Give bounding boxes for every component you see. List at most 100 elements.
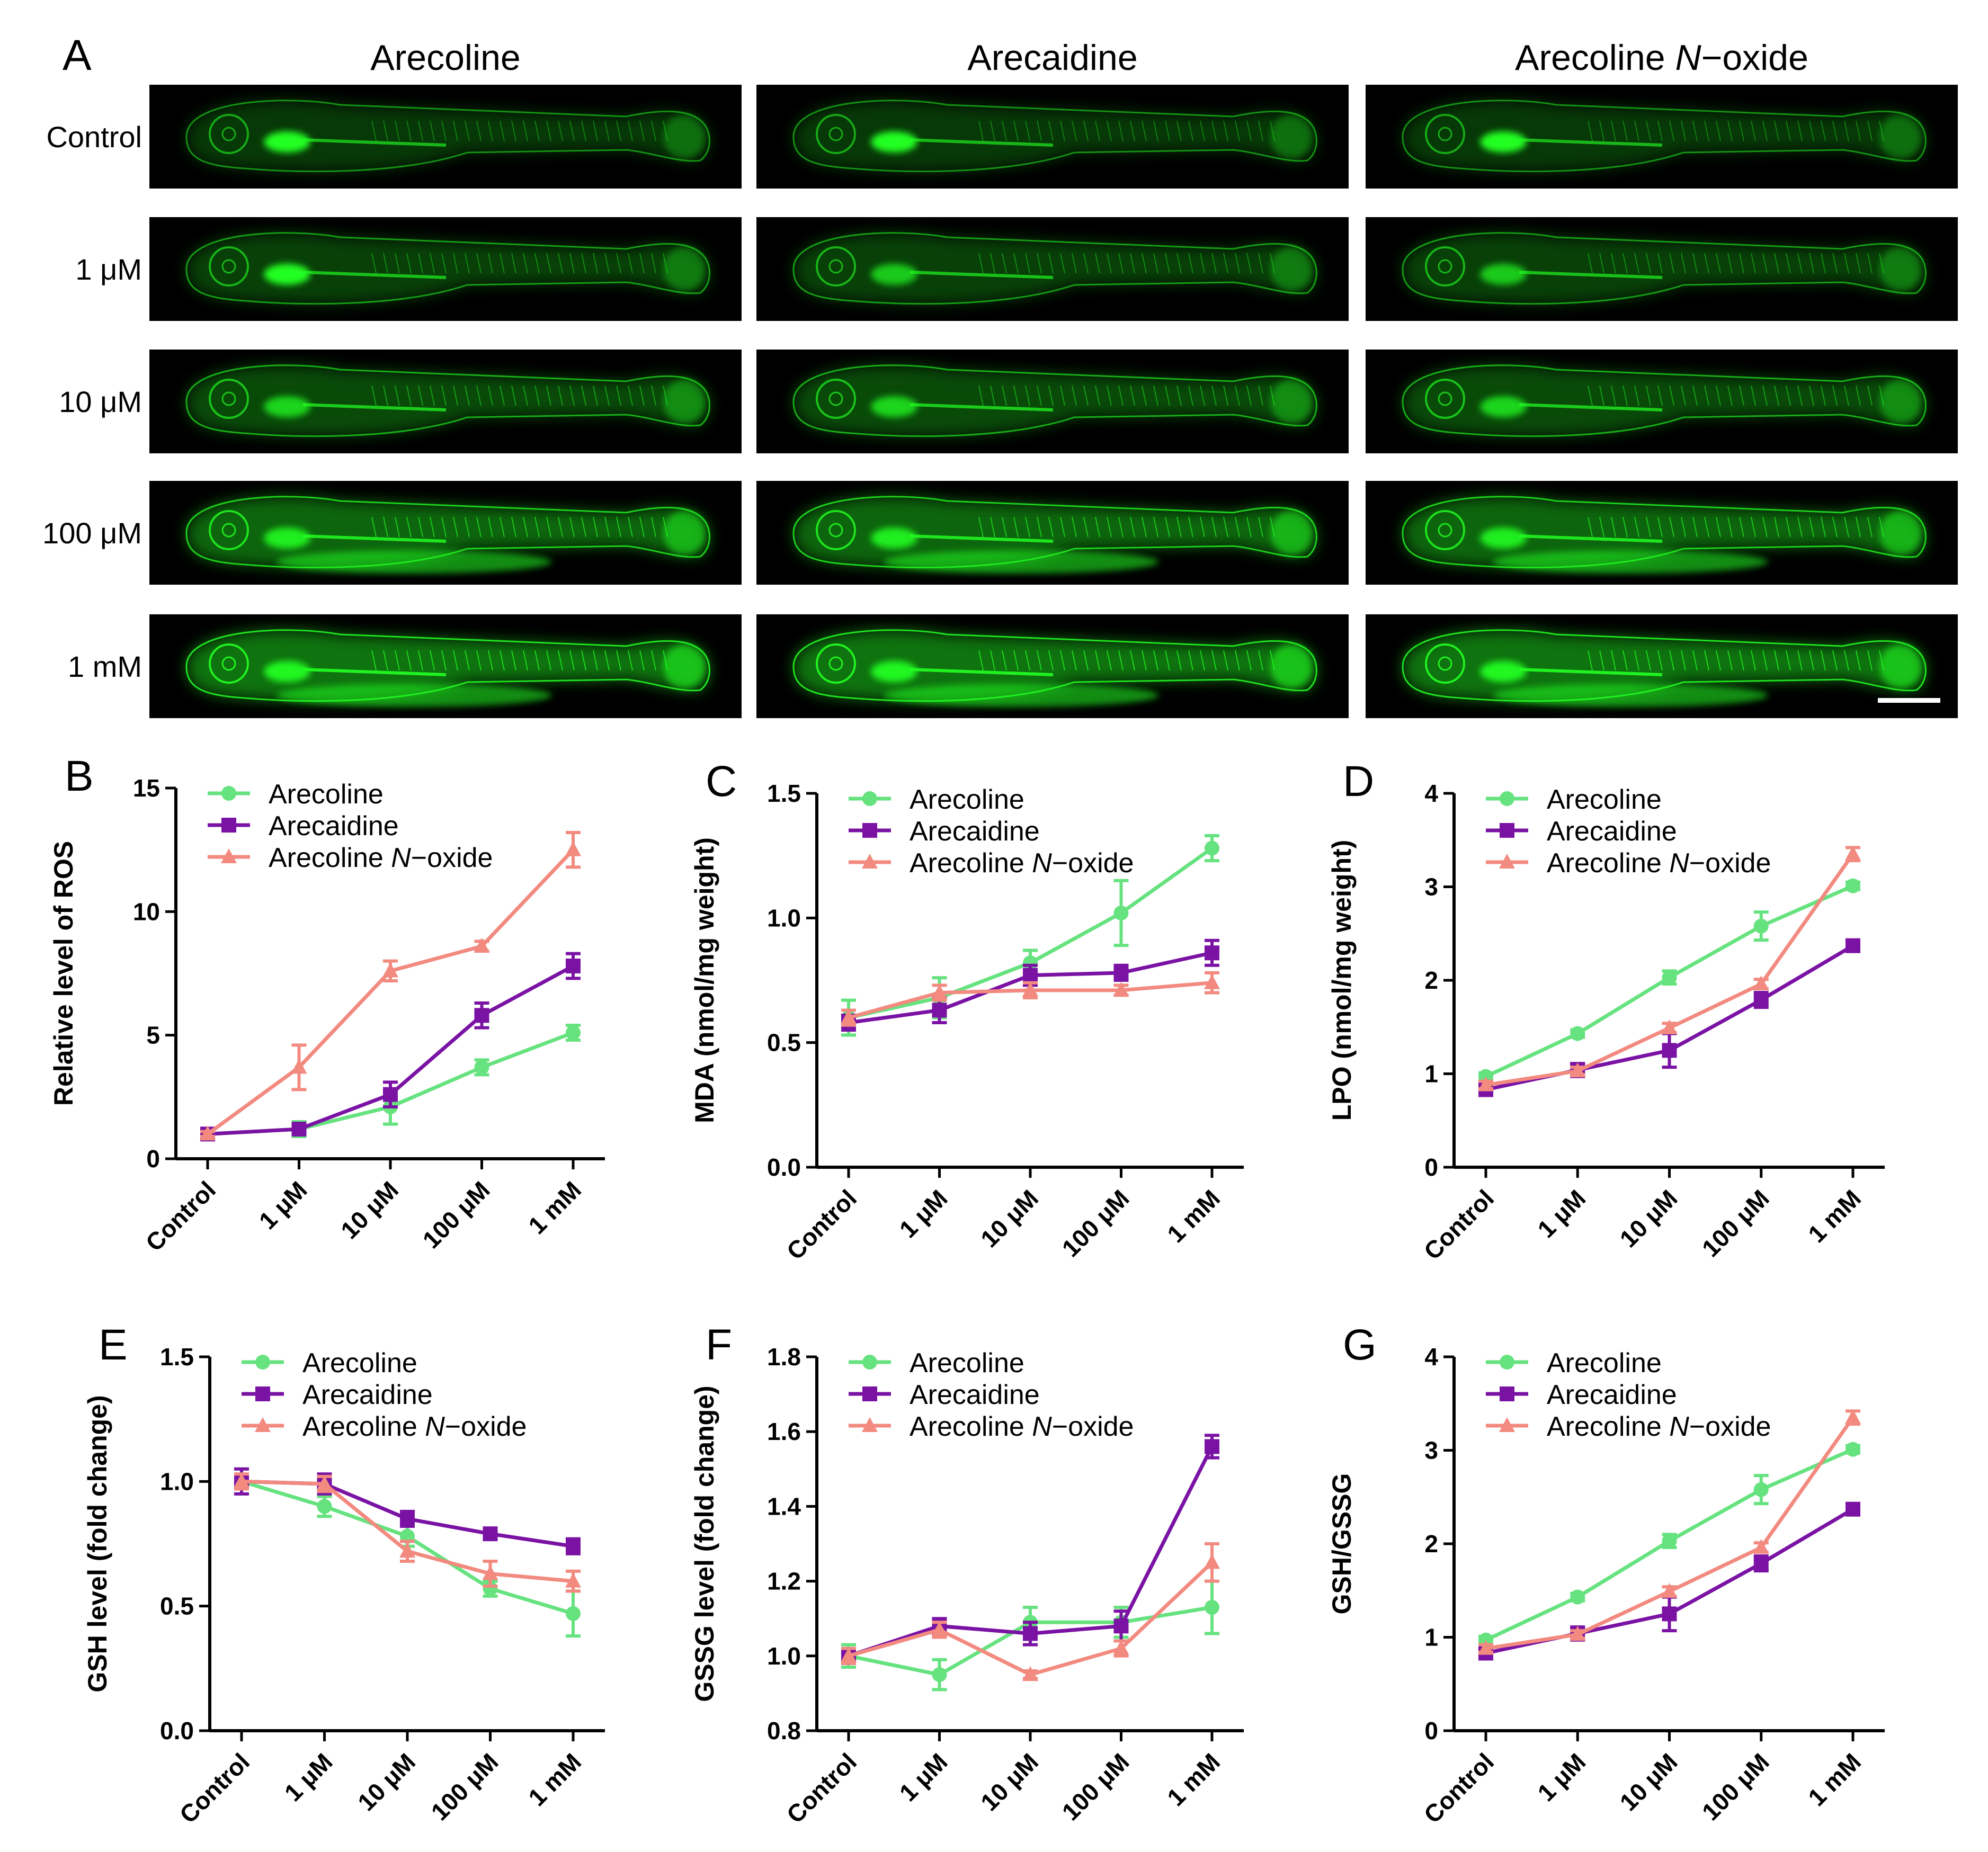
larva-eye bbox=[209, 379, 249, 419]
legend-label: Arecoline N−oxide bbox=[1547, 1411, 1771, 1442]
y-tick-label: 2 bbox=[1424, 967, 1438, 994]
somite-stripe bbox=[1037, 516, 1042, 538]
somite-stripe bbox=[511, 253, 516, 274]
somite-stripe bbox=[1153, 650, 1158, 671]
larva-pupil bbox=[828, 656, 843, 671]
larva-glow bbox=[794, 365, 1317, 436]
somite-stripe bbox=[1258, 120, 1263, 141]
somite-stripe bbox=[1165, 516, 1170, 538]
series bbox=[1478, 845, 1861, 1091]
somite-stripe bbox=[1657, 385, 1663, 406]
somite-stripe bbox=[1786, 516, 1791, 538]
somite-stripe bbox=[500, 120, 505, 141]
x-tick-label: 10 μM bbox=[1615, 1184, 1683, 1252]
somite-stripe bbox=[1083, 385, 1089, 406]
y-tick-label: 0.0 bbox=[767, 1153, 801, 1181]
larva-gut bbox=[871, 396, 917, 417]
data-point bbox=[1205, 945, 1219, 961]
somite-stripe bbox=[1176, 253, 1182, 274]
somite-stripe bbox=[500, 516, 505, 538]
somite-stripe bbox=[1037, 120, 1042, 141]
data-point bbox=[1845, 845, 1861, 861]
scale-bar bbox=[1878, 698, 1940, 703]
somite-stripe bbox=[1646, 650, 1651, 671]
somite-stripe bbox=[1856, 253, 1861, 274]
somite-stripe bbox=[651, 120, 656, 141]
somite-stripe bbox=[488, 516, 493, 538]
larva-intestine bbox=[1519, 534, 1663, 543]
somite-stripe bbox=[500, 650, 505, 671]
data-point bbox=[1753, 992, 1769, 1008]
somite-stripe bbox=[1142, 253, 1147, 274]
somite-stripe bbox=[1611, 120, 1616, 141]
larva-gut bbox=[264, 264, 310, 285]
somite-stripe bbox=[628, 385, 633, 406]
larva-intestine bbox=[1519, 271, 1663, 279]
somite-stripe bbox=[1657, 120, 1663, 141]
somite-stripe bbox=[371, 385, 377, 406]
panel-letter: C bbox=[706, 757, 737, 806]
y-tick-label: 4 bbox=[1424, 780, 1438, 807]
y-tick-label: 1.8 bbox=[767, 1343, 801, 1371]
somite-stripe bbox=[476, 120, 482, 141]
somite-stripe bbox=[1095, 253, 1100, 274]
somite-stripe bbox=[1797, 385, 1803, 406]
somite-stripe bbox=[1634, 385, 1639, 406]
y-axis-label: Relative level of ROS bbox=[49, 841, 78, 1106]
larva-glow bbox=[1403, 365, 1926, 436]
somite-stripe bbox=[1037, 650, 1042, 671]
somite-stripe bbox=[546, 120, 551, 141]
somite-stripe bbox=[453, 516, 458, 538]
somite-stripe bbox=[511, 516, 516, 538]
somite-stripe bbox=[1751, 385, 1756, 406]
tail-fin bbox=[663, 114, 706, 159]
larva-image bbox=[149, 481, 742, 585]
somite-stripe bbox=[1727, 385, 1733, 406]
somite-stripe bbox=[639, 516, 645, 538]
somite-stripe bbox=[441, 516, 447, 538]
somite-stripe bbox=[1692, 516, 1698, 538]
somite-stripe bbox=[1188, 385, 1193, 406]
larva-glow bbox=[794, 630, 1317, 701]
larva-outline bbox=[792, 629, 1317, 702]
data-point bbox=[932, 1003, 947, 1018]
larva-glow bbox=[794, 496, 1317, 568]
somite-stripe bbox=[1599, 385, 1604, 406]
somite-stripe bbox=[1258, 650, 1263, 671]
data-point bbox=[317, 1499, 332, 1514]
somite-stripe bbox=[978, 516, 984, 538]
somite-stripe bbox=[1669, 385, 1674, 406]
series bbox=[841, 1542, 1220, 1681]
somite-stripe bbox=[1623, 120, 1628, 141]
x-tick-label: 1 μM bbox=[1532, 1748, 1591, 1806]
somite-stripe bbox=[1153, 385, 1158, 406]
data-point bbox=[1661, 1019, 1678, 1035]
data-point bbox=[1753, 1482, 1769, 1497]
somite-stripe bbox=[511, 650, 516, 671]
x-tick-label: 1 μM bbox=[894, 1748, 953, 1806]
x-tick-label: 1 mM bbox=[1803, 1748, 1866, 1811]
larva-intestine bbox=[1519, 403, 1663, 411]
somite-stripe bbox=[1060, 516, 1065, 538]
larva-outline bbox=[1402, 496, 1927, 569]
legend-label: Arecaidine bbox=[1547, 816, 1677, 847]
larva-pupil bbox=[221, 656, 236, 671]
somite-stripe bbox=[1856, 385, 1861, 406]
somite-stripe bbox=[1083, 516, 1089, 538]
larva-gut bbox=[871, 264, 917, 285]
larva-gut bbox=[264, 527, 310, 549]
somite-stripe bbox=[1821, 516, 1826, 538]
data-point bbox=[1205, 1439, 1219, 1454]
data-point bbox=[1662, 970, 1677, 985]
somite-stripe bbox=[1107, 385, 1112, 406]
somite-stripe bbox=[558, 650, 563, 671]
series bbox=[1478, 1409, 1861, 1655]
somite-stripe bbox=[1786, 385, 1791, 406]
somite-stripe bbox=[1623, 516, 1628, 538]
data-point bbox=[291, 1059, 307, 1074]
legend-label: Arecoline N−oxide bbox=[269, 843, 493, 873]
somite-stripe bbox=[534, 385, 540, 406]
tail-fin bbox=[1270, 379, 1313, 424]
larva-pupil bbox=[221, 127, 236, 141]
